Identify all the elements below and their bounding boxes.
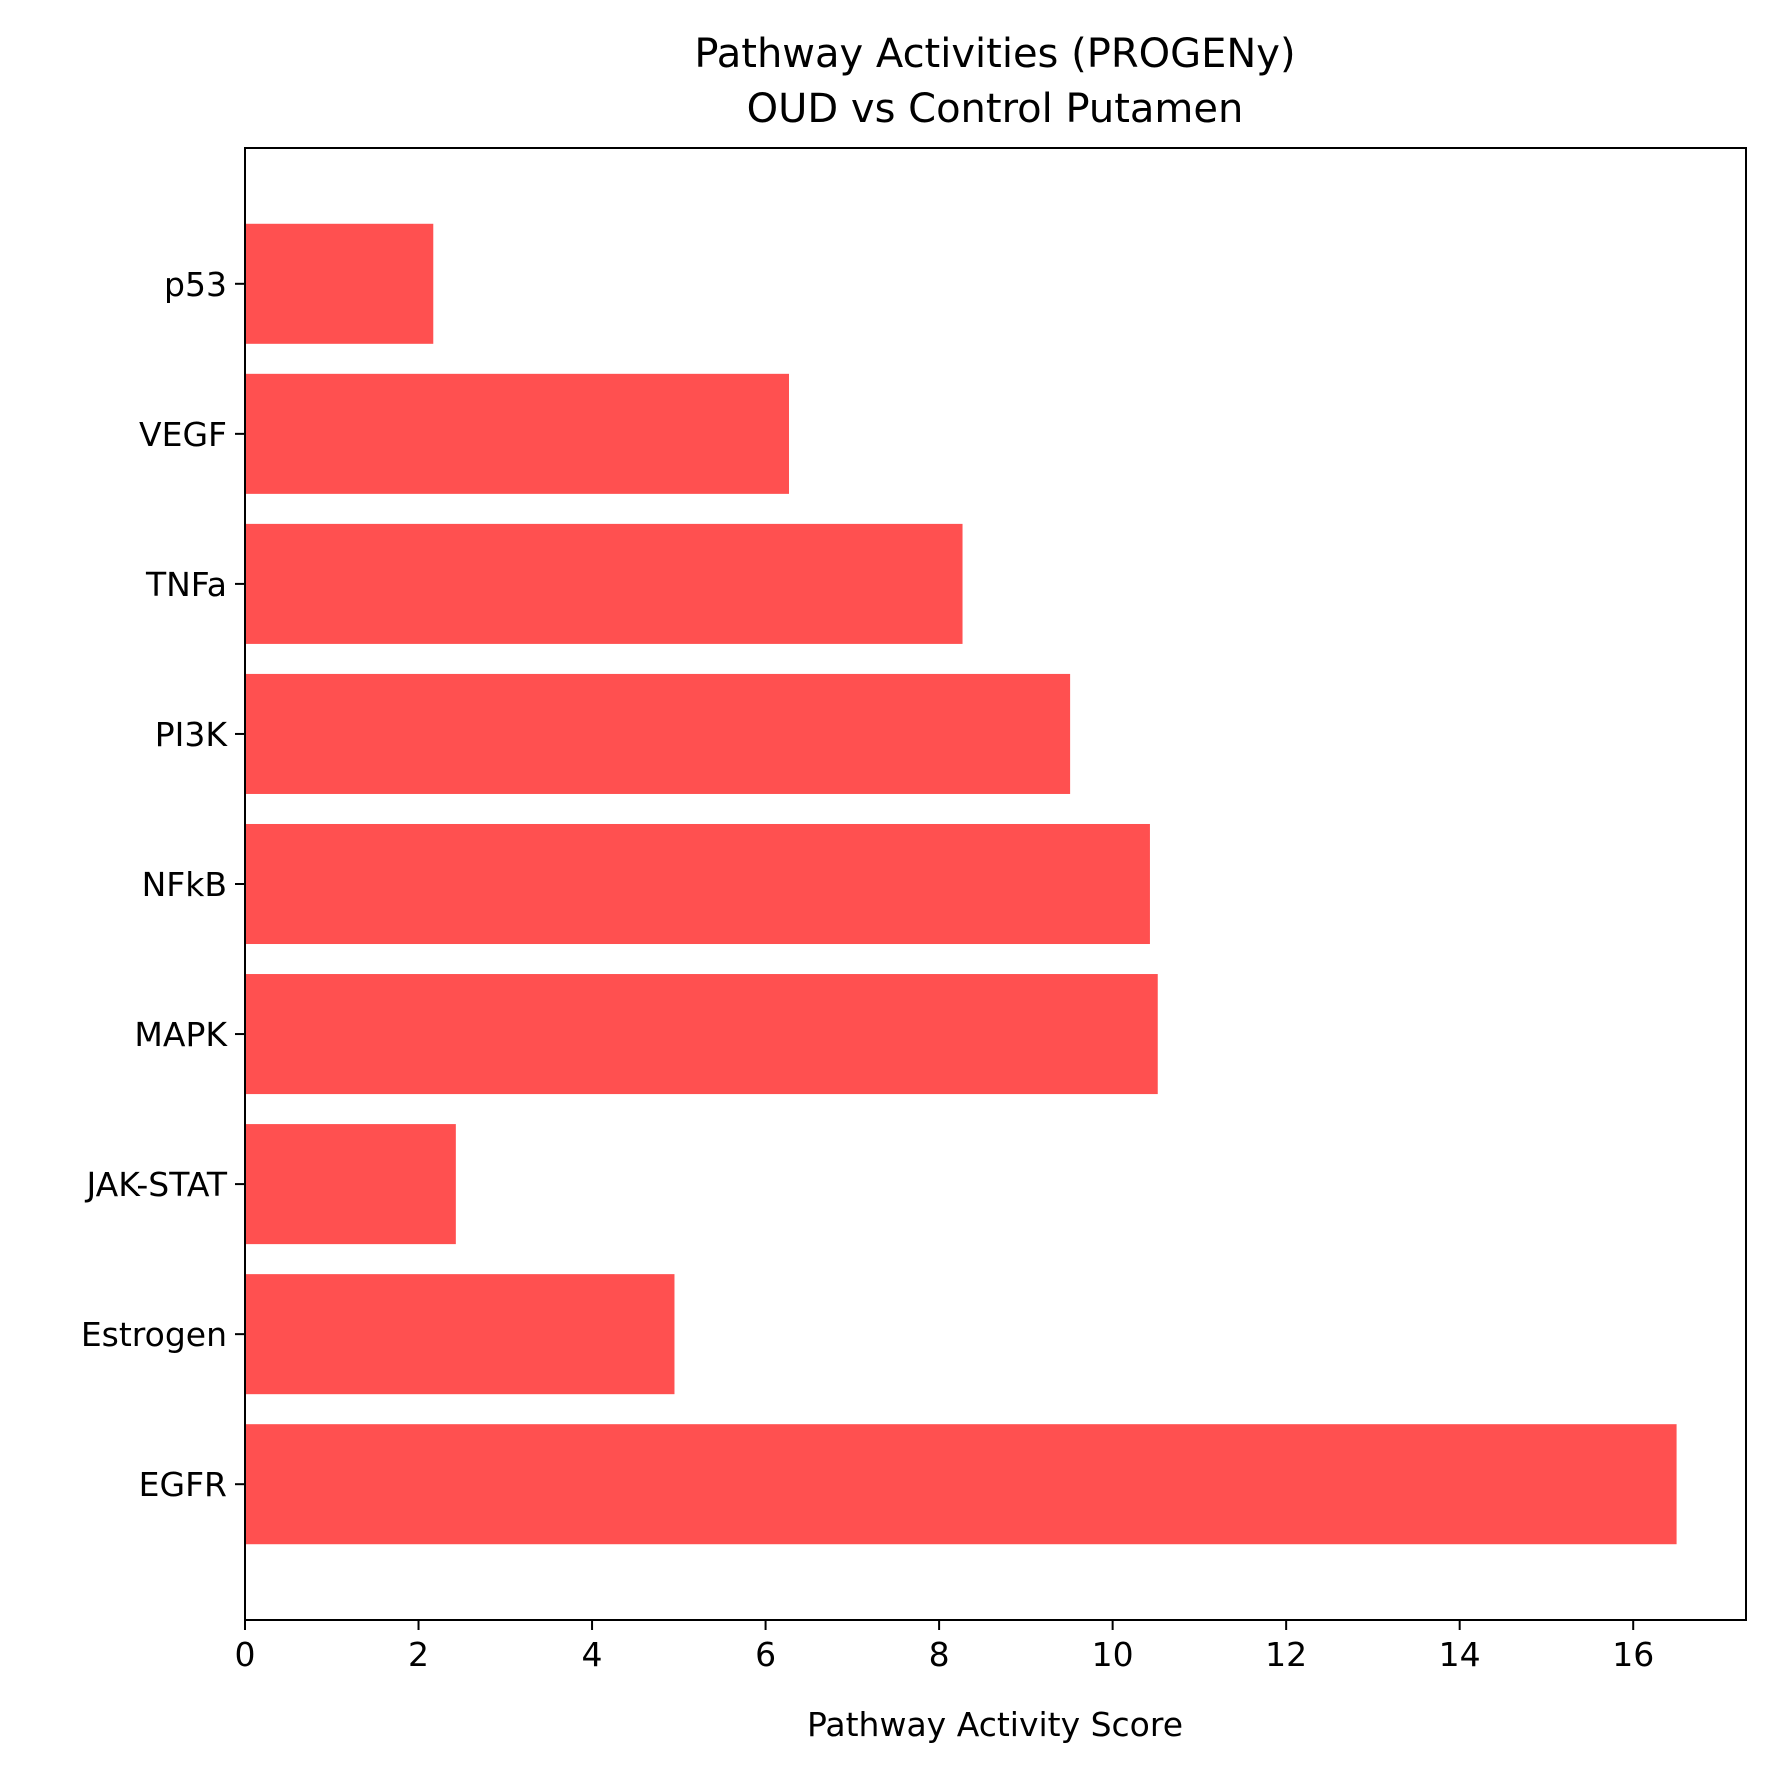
- bar-p53: [245, 223, 434, 344]
- x-tick-label: 4: [582, 1635, 603, 1674]
- bar-mapk: [245, 974, 1158, 1095]
- y-tick-label: Estrogen: [81, 1315, 227, 1354]
- y-tick-label: MAPK: [134, 1015, 228, 1054]
- x-tick-label: 14: [1439, 1635, 1481, 1674]
- y-tick-label: EGFR: [139, 1465, 227, 1504]
- chart-title: Pathway Activities (PROGENy): [694, 31, 1295, 77]
- bar-tnfa: [245, 523, 963, 644]
- bar-jak-stat: [245, 1124, 456, 1245]
- x-axis: 0 2 4 6 8 10 12 14 16: [235, 1620, 1654, 1674]
- chart-subtitle: OUD vs Control Putamen: [747, 86, 1244, 132]
- y-tick-label: NFkB: [142, 865, 227, 904]
- y-tick-label: p53: [164, 265, 227, 304]
- x-tick-label: 12: [1265, 1635, 1307, 1674]
- x-tick-label: 8: [929, 1635, 950, 1674]
- bar-pi3k: [245, 673, 1071, 794]
- bar-estrogen: [245, 1274, 675, 1395]
- x-tick-label: 2: [408, 1635, 429, 1674]
- y-tick-label: TNFa: [145, 565, 227, 604]
- x-tick-label: 16: [1612, 1635, 1654, 1674]
- bar-group: [245, 223, 1677, 1545]
- x-tick-label: 10: [1092, 1635, 1134, 1674]
- y-tick-label: PI3K: [155, 715, 229, 754]
- x-tick-label: 0: [235, 1635, 256, 1674]
- y-tick-label: JAK-STAT: [84, 1165, 227, 1204]
- bar-vegf: [245, 373, 790, 494]
- bar-egfr: [245, 1424, 1677, 1545]
- y-tick-label: VEGF: [139, 415, 227, 454]
- x-tick-label: 6: [755, 1635, 776, 1674]
- x-axis-title: Pathway Activity Score: [807, 1705, 1183, 1744]
- bar-nfkb: [245, 823, 1150, 945]
- y-axis: EGFR Estrogen JAK-STAT MAPK NFkB PI3K TNFa VEGF…: [81, 265, 245, 1504]
